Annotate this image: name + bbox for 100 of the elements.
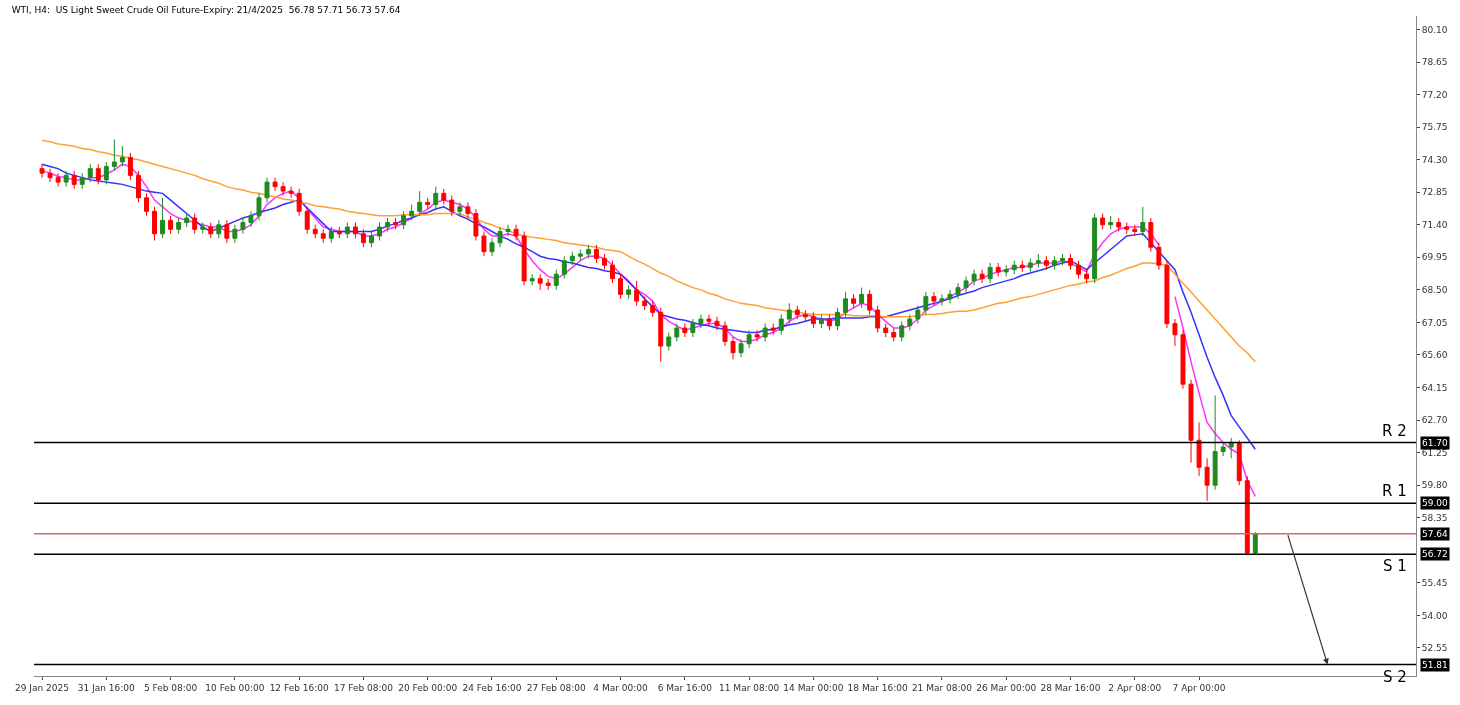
y-tick-label: 62.70 xyxy=(1421,415,1448,426)
candlestick xyxy=(915,305,921,325)
y-tick-label: 71.40 xyxy=(1421,219,1448,230)
candlestick xyxy=(626,284,632,300)
candlestick xyxy=(272,177,278,192)
candlestick xyxy=(1108,215,1114,230)
candlestick xyxy=(577,248,583,262)
x-tick-label: 21 Mar 08:00 xyxy=(911,682,973,693)
candlestick xyxy=(1132,224,1138,237)
line-series xyxy=(41,139,1257,363)
candlestick xyxy=(802,309,808,322)
candlestick xyxy=(1204,457,1210,502)
candlestick xyxy=(1100,213,1106,230)
candlestick xyxy=(473,208,479,241)
candlestick xyxy=(907,314,913,331)
y-tick-label: 52.55 xyxy=(1421,643,1448,654)
candlestick xyxy=(39,163,45,179)
candlestick xyxy=(47,168,53,183)
candlestick xyxy=(119,145,125,167)
x-tick-label: 31 Jan 16:00 xyxy=(77,682,136,693)
candlestick xyxy=(1084,269,1090,284)
candlestick xyxy=(103,161,109,185)
candlestick xyxy=(561,255,567,280)
candlestick xyxy=(947,289,953,304)
candlestick xyxy=(1212,394,1218,491)
candlestick xyxy=(111,138,117,172)
candlestick xyxy=(754,329,760,343)
candlestick xyxy=(682,323,688,338)
candlestick xyxy=(55,172,61,188)
candlestick xyxy=(1180,329,1186,390)
candlestick xyxy=(1116,217,1122,233)
candlestick xyxy=(1068,253,1073,271)
candlestick xyxy=(1076,260,1081,280)
candlestick xyxy=(1003,264,1009,277)
candlestick xyxy=(441,188,447,206)
candlestick xyxy=(714,316,720,331)
y-tick-label: 51.81 xyxy=(1422,660,1448,670)
x-tick-label: 4 Mar 00:00 xyxy=(593,682,648,693)
candlestick xyxy=(216,219,222,239)
candlestick xyxy=(618,273,624,300)
candlestick xyxy=(369,231,374,248)
candlestick xyxy=(385,217,390,233)
candlestick xyxy=(1196,421,1202,477)
candlestick xyxy=(280,181,286,197)
candlestick xyxy=(296,188,302,217)
candlestick xyxy=(449,195,455,217)
candlestick xyxy=(71,170,77,190)
candlestick xyxy=(320,228,326,244)
candlestick xyxy=(923,291,929,316)
y-tick-label: 78.65 xyxy=(1421,57,1448,68)
candlestick xyxy=(152,206,157,241)
x-tick-label: 12 Feb 16:00 xyxy=(269,682,329,693)
x-tick-label: 18 Mar 16:00 xyxy=(847,682,908,693)
candlestick xyxy=(931,291,937,307)
candlestick xyxy=(224,219,230,244)
candlestick xyxy=(602,253,607,271)
x-tick-label: 17 Feb 08:00 xyxy=(333,682,394,693)
candlestick xyxy=(939,293,945,307)
candlestick xyxy=(859,287,865,309)
candlestick xyxy=(818,314,824,329)
y-tick-label: 74.30 xyxy=(1421,154,1448,165)
candlestick xyxy=(521,231,527,286)
candlestick xyxy=(401,210,407,230)
y-tick-label: 75.75 xyxy=(1421,122,1448,133)
candlestick xyxy=(722,320,728,347)
x-tick-label: 11 Mar 08:00 xyxy=(719,682,780,693)
candlestick xyxy=(762,323,768,343)
candlestick xyxy=(995,262,1001,277)
candlestick xyxy=(786,302,792,325)
x-tick-label: 6 Mar 16:00 xyxy=(657,682,713,693)
candlestick xyxy=(1140,206,1146,237)
candlestick xyxy=(698,314,704,329)
y-tick-label: 67.05 xyxy=(1421,317,1448,328)
x-tick-label: 28 Mar 16:00 xyxy=(1040,682,1101,693)
candlestick xyxy=(1043,255,1049,271)
candlestick xyxy=(393,217,399,230)
candlestick xyxy=(835,307,840,331)
candlestick xyxy=(1027,257,1033,273)
candlestick xyxy=(1172,318,1178,347)
x-tick-label: 14 Mar 00:00 xyxy=(783,682,844,693)
y-tick-label: 65.60 xyxy=(1421,350,1448,361)
candlestick xyxy=(457,201,463,217)
x-tick-label: 10 Feb 00:00 xyxy=(205,682,265,693)
candlestick xyxy=(810,311,816,329)
candlestick xyxy=(1124,222,1130,235)
candlestick xyxy=(433,186,439,210)
candlestick xyxy=(256,192,262,221)
candlestick xyxy=(336,226,342,239)
candlestick xyxy=(529,273,535,286)
candlestick xyxy=(553,269,559,291)
candlestick xyxy=(955,282,961,300)
candlestick xyxy=(168,215,174,235)
candlestick xyxy=(883,323,889,338)
candlestick xyxy=(963,275,969,293)
candlestick xyxy=(867,289,873,316)
candlestick xyxy=(1035,253,1041,268)
y-tick-label: 58.35 xyxy=(1421,512,1448,523)
candlestick xyxy=(674,323,680,343)
candlestick xyxy=(971,269,977,286)
candlestick xyxy=(200,222,206,235)
